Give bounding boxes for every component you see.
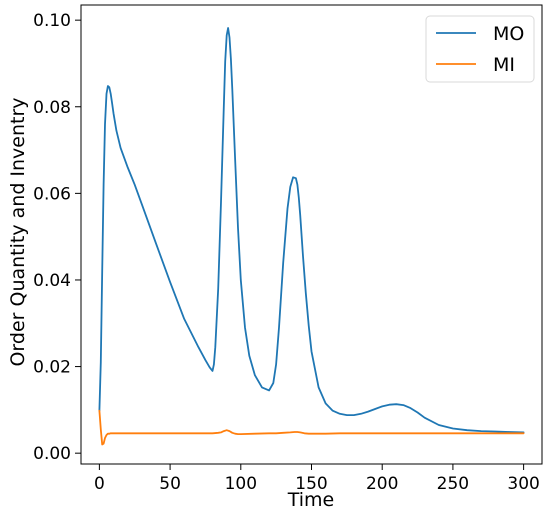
series-line-mi xyxy=(98,409,525,446)
y-tick-label: 0.08 xyxy=(33,98,71,118)
y-tick-label: 0.02 xyxy=(33,358,71,378)
x-tick-label: 300 xyxy=(507,474,539,494)
x-tick-label: 50 xyxy=(159,474,181,494)
series-line-mo xyxy=(98,27,525,434)
legend-label-mi: MI xyxy=(493,54,515,76)
x-tick-label: 100 xyxy=(225,474,257,494)
legend: MO MI xyxy=(425,15,535,83)
x-axis-label: Time xyxy=(287,489,335,511)
x-tick-label: 0 xyxy=(94,474,105,494)
y-tick-label: 0.10 xyxy=(33,11,71,31)
x-tick-label: 150 xyxy=(295,474,327,494)
x-axis: 0 50 100 150 200 250 300 xyxy=(94,464,540,494)
y-tick-label: 0.06 xyxy=(33,184,71,204)
plot-frame xyxy=(80,4,543,465)
x-tick-label: 200 xyxy=(366,474,398,494)
y-axis: 0.00 0.02 0.04 0.06 0.08 0.10 xyxy=(33,11,81,464)
y-tick-label: 0.00 xyxy=(33,444,71,464)
series-layer xyxy=(98,27,525,446)
y-tick-label: 0.04 xyxy=(33,271,71,291)
y-axis-label: Order Quantity and Inventry xyxy=(7,97,29,366)
legend-label-mo: MO xyxy=(493,23,524,45)
x-tick-label: 250 xyxy=(437,474,469,494)
